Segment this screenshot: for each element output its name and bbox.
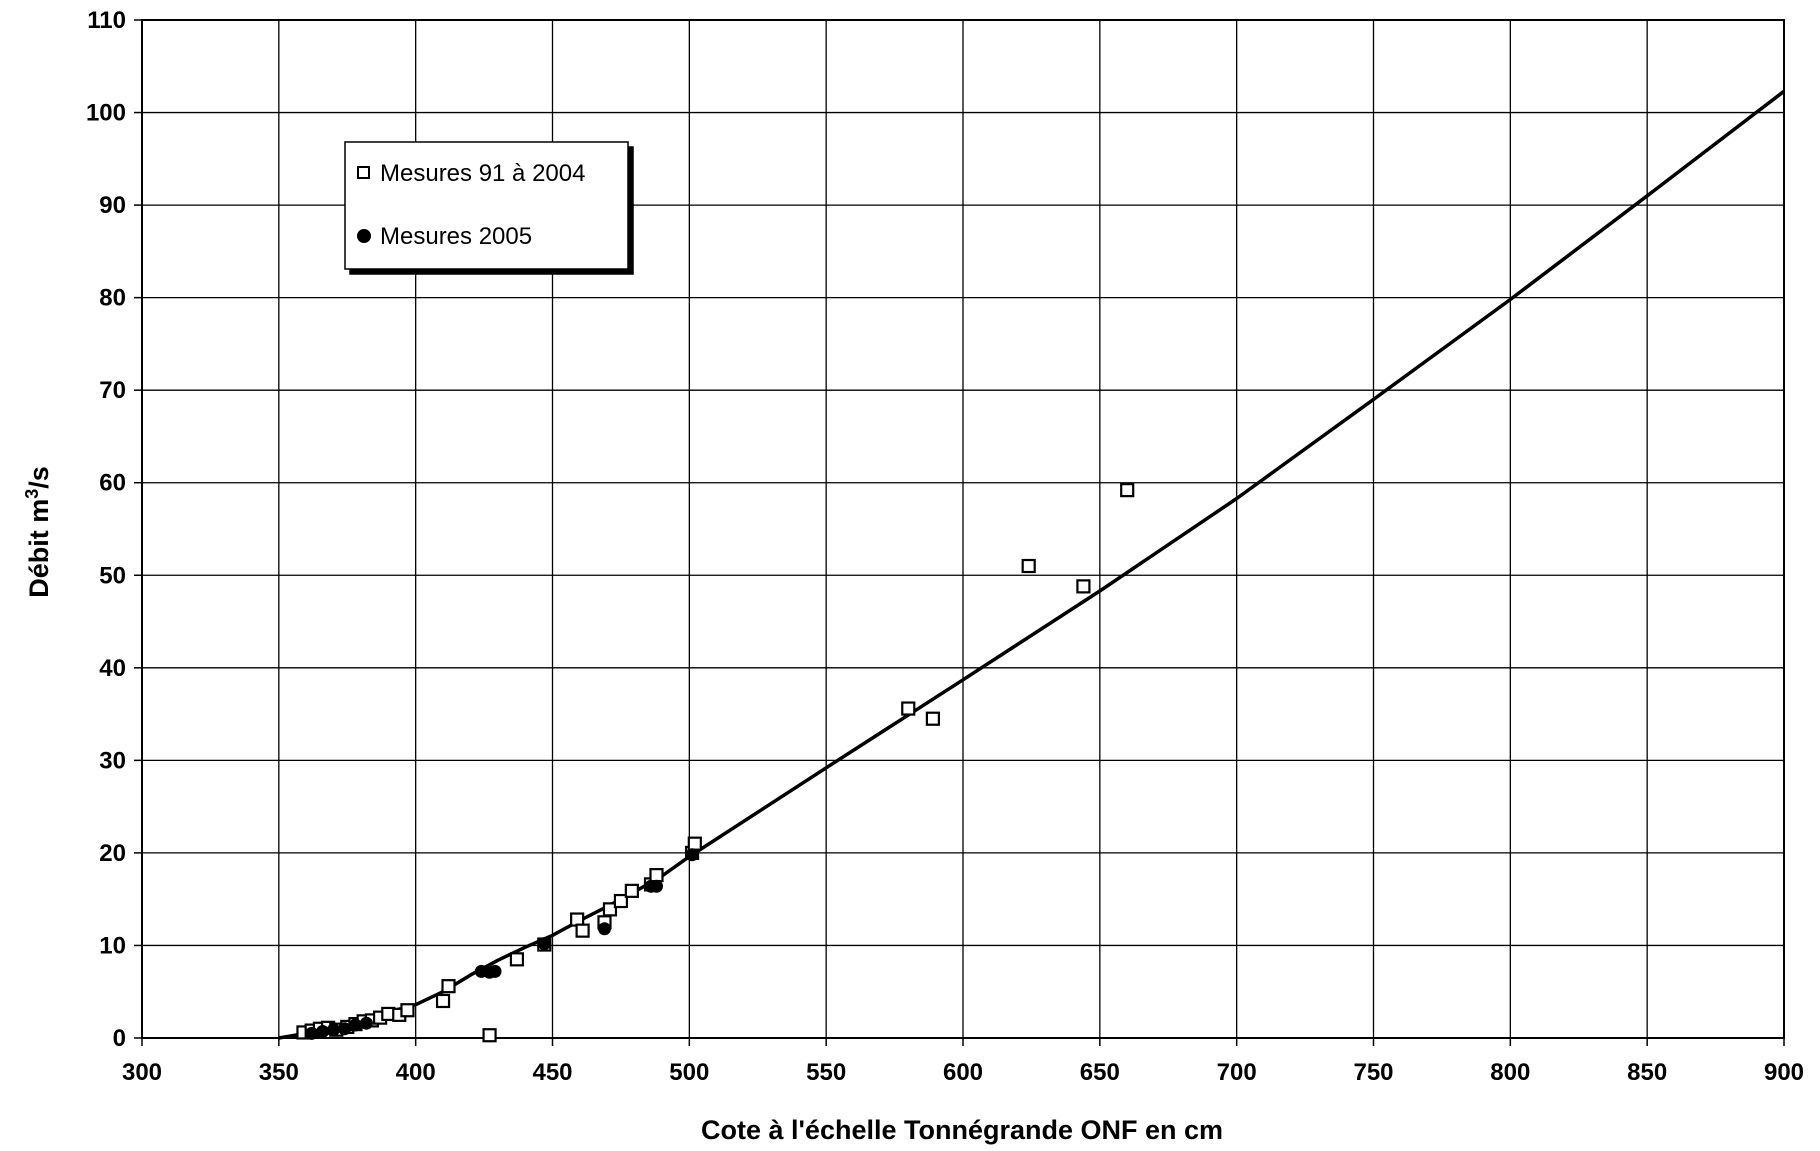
data-point-mesures-2005 (338, 1022, 352, 1036)
data-point-mesures-91-2004 (687, 836, 702, 851)
x-tick-label: 300 (122, 1059, 162, 1086)
y-tick-label: 20 (99, 840, 126, 867)
x-tick-label: 850 (1627, 1059, 1667, 1086)
y-tick-label: 70 (99, 377, 126, 404)
legend-open-square-marker (357, 166, 370, 179)
data-point-mesures-2005 (649, 879, 663, 893)
data-point-mesures-2005 (685, 848, 699, 862)
data-point-mesures-2005 (537, 937, 551, 951)
data-point-mesures-91-2004 (901, 701, 916, 716)
data-point-mesures-91-2004 (575, 923, 590, 938)
data-point-mesures-91-2004 (649, 868, 664, 883)
y-tick-label: 110 (87, 7, 126, 34)
x-tick-label: 450 (532, 1059, 572, 1086)
data-point-mesures-2005 (316, 1025, 330, 1039)
x-tick-label: 800 (1490, 1059, 1530, 1086)
x-axis-label: Cote à l'échelle Tonnégrande ONF en cm (701, 1115, 1223, 1145)
x-tick-label: 500 (669, 1059, 709, 1086)
y-axis-label: Débit m3/s (22, 466, 54, 598)
x-tick-label: 700 (1217, 1059, 1257, 1086)
data-point-mesures-2005 (597, 922, 611, 936)
y-axis-ticks: 0 10 20 30 40 50 60 70 80 90 100 110 (86, 7, 142, 1052)
x-axis-ticks: 300 350 400 450 500 550 600 650 700 750 800 850 900 (122, 1038, 1804, 1086)
data-point-mesures-91-2004 (1021, 558, 1036, 574)
data-point-mesures-91-2004 (482, 1028, 497, 1043)
data-points-layer (296, 483, 1135, 1043)
legend-filled-circle-marker (357, 229, 371, 243)
data-point-mesures-91-2004 (435, 993, 451, 1009)
y-tick-label: 50 (99, 562, 126, 589)
legend-label-series-1: Mesures 91 à 2004 (380, 160, 585, 187)
x-tick-label: 550 (806, 1059, 846, 1086)
x-tick-label: 650 (1080, 1059, 1120, 1086)
y-tick-label: 10 (99, 932, 126, 959)
y-tick-label: 80 (99, 285, 126, 312)
data-point-mesures-2005 (359, 1016, 373, 1030)
y-tick-label: 30 (99, 747, 126, 774)
legend: Mesures 91 à 2004 Mesures 2005 (344, 141, 629, 270)
x-tick-label: 900 (1764, 1059, 1804, 1086)
x-tick-label: 350 (259, 1059, 299, 1086)
legend-box (344, 141, 629, 270)
data-point-mesures-91-2004 (624, 883, 639, 898)
data-point-mesures-91-2004 (602, 902, 618, 917)
y-tick-label: 100 (86, 100, 126, 127)
data-point-mesures-91-2004 (1120, 483, 1135, 498)
data-point-mesures-91-2004 (441, 979, 456, 994)
y-tick-label: 0 (113, 1025, 126, 1052)
data-point-mesures-2005 (488, 964, 502, 978)
x-tick-label: 750 (1353, 1059, 1393, 1086)
data-point-mesures-2005 (327, 1023, 341, 1037)
y-tick-label: 90 (99, 192, 126, 219)
legend-label-series-2: Mesures 2005 (380, 223, 532, 250)
y-tick-label: 60 (99, 470, 126, 497)
data-point-mesures-91-2004 (613, 893, 629, 909)
data-point-mesures-91-2004 (925, 711, 940, 726)
x-tick-label: 600 (943, 1059, 983, 1086)
data-point-mesures-2005 (305, 1026, 319, 1040)
data-point-mesures-2005 (348, 1018, 362, 1032)
data-point-mesures-91-2004 (1076, 579, 1091, 594)
data-point-mesures-91-2004 (509, 952, 525, 967)
data-point-mesures-91-2004 (400, 1003, 415, 1018)
y-tick-label: 40 (99, 655, 126, 682)
x-tick-label: 400 (396, 1059, 436, 1086)
